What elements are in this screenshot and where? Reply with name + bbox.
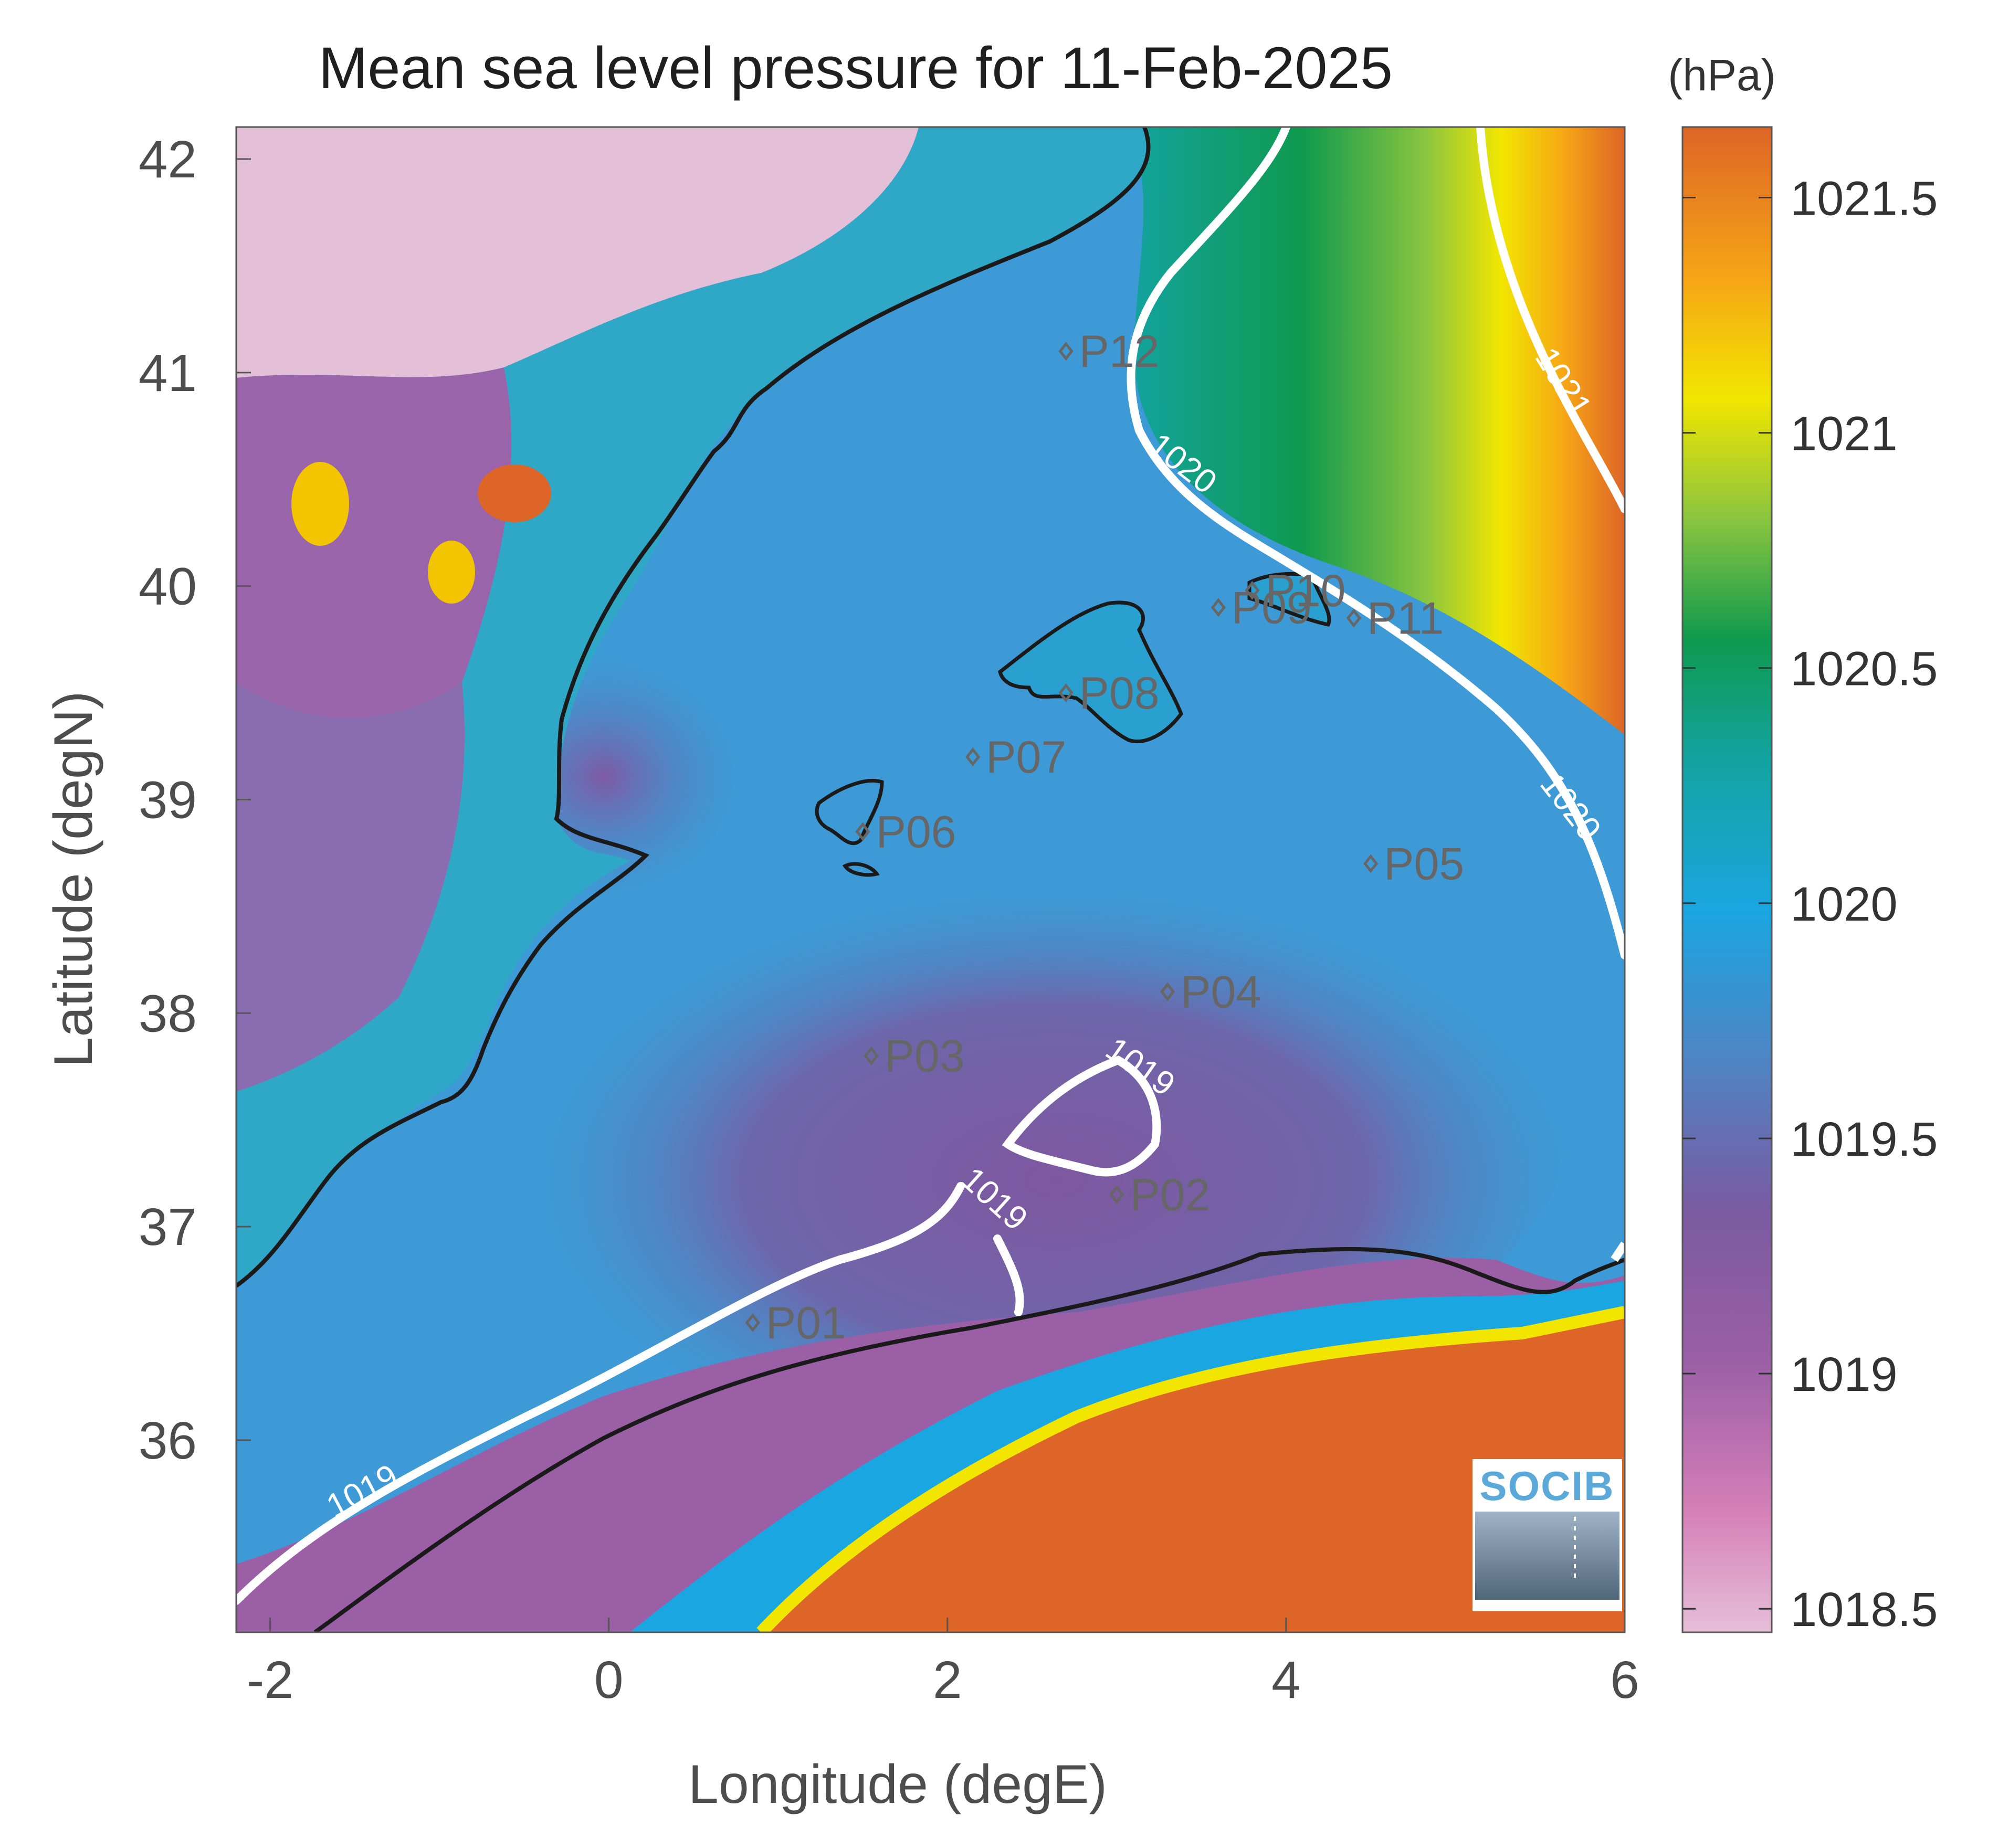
station-marker (1245, 580, 1260, 600)
y-tick-label: 40 (139, 557, 197, 616)
station-marker (855, 822, 870, 841)
station-marker (1058, 683, 1074, 703)
station-label: P08 (1079, 668, 1160, 719)
colorbar-tick-label: 1020 (1790, 878, 1898, 931)
station-label: P10 (1265, 566, 1345, 616)
x-tick-label: -2 (247, 1651, 293, 1709)
colorbar-tick-label: 1021.5 (1790, 172, 1938, 225)
x-tick-label: 6 (1610, 1651, 1639, 1709)
station-marker (965, 747, 981, 767)
x-tick-label: 2 (933, 1651, 962, 1709)
station-marker (1109, 1185, 1124, 1205)
chart-title: Mean sea level pressure for 11-Feb-2025 (319, 35, 1393, 101)
y-tick-label: 36 (139, 1411, 197, 1470)
station-marker (745, 1313, 760, 1333)
contour-1021 (1476, 127, 1625, 513)
land-iberia-high (236, 127, 919, 378)
contour-1019-center (1002, 1055, 1161, 1177)
land-africa-yellow-band (756, 1306, 1625, 1632)
station-label: P04 (1181, 967, 1261, 1018)
x-tick-label: 0 (594, 1651, 624, 1709)
station-marker (864, 1046, 879, 1065)
contour-1020 (1127, 127, 1625, 959)
y-tick-label: 39 (139, 770, 197, 829)
station-label: P09 (1232, 583, 1312, 633)
high-pressure-northeast (1129, 127, 1625, 735)
colorbar-unit: (hPa) (1668, 50, 1775, 100)
station-label: P02 (1130, 1170, 1210, 1220)
y-tick-label: 37 (139, 1198, 197, 1256)
y-tick-label: 42 (139, 130, 197, 189)
station-marker (1363, 854, 1379, 873)
station-label: P01 (766, 1298, 846, 1348)
station-label: P12 (1079, 326, 1160, 377)
colorbar-tick-label: 1021 (1790, 407, 1898, 461)
y-axis-ticks: 42 41 40 39 38 37 36 (139, 130, 251, 1470)
coastline-iberia (236, 127, 1151, 1288)
colorbar-ticks: 1021.5 1021 1020.5 1020 1019.5 1019 1018.5 (1682, 172, 1938, 1636)
station-label: P03 (885, 1031, 965, 1082)
station-label: P11 (1367, 594, 1444, 644)
station-label: P07 (986, 732, 1066, 783)
colorbar-tick-label: 1018.5 (1790, 1583, 1938, 1636)
coastline-north-africa (313, 1247, 1625, 1632)
logo-text: SOCIB (1479, 1463, 1614, 1509)
contour-1020-edge (1611, 1241, 1625, 1262)
land-iberia-green (236, 682, 465, 1092)
contour-1019-small (993, 1234, 1024, 1316)
map-area: 1019 1019 1019 1020 1020 1021 P01P02P03P… (236, 127, 1625, 1632)
station-label: P05 (1384, 839, 1464, 889)
island-mallorca (998, 600, 1183, 744)
island-menorca (1247, 572, 1331, 627)
land-hotspot-1 (291, 462, 349, 546)
colorbar-tick-label: 1019 (1790, 1348, 1898, 1401)
socib-logo: SOCIB (1472, 1459, 1622, 1611)
y-axis-label: Latitude (degN) (43, 691, 104, 1068)
colorbar-tick-label: 1020.5 (1790, 642, 1938, 696)
land-africa-hot (761, 1312, 1625, 1632)
island-formentera (842, 862, 880, 877)
land-hotspot-3 (428, 541, 475, 604)
station-marker (1346, 608, 1362, 628)
colorbar-tick-label: 1019.5 (1790, 1113, 1938, 1166)
x-axis-label: Longitude (degE) (688, 1754, 1107, 1815)
low-pressure-center (420, 777, 1575, 1428)
station-marker (1058, 342, 1074, 361)
land-hotspot-2 (478, 464, 551, 522)
map-frame (235, 126, 1626, 1633)
station-marker (1211, 598, 1226, 617)
x-axis-ticks: -2 0 2 4 6 (247, 1618, 1639, 1709)
x-tick-label: 4 (1271, 1651, 1301, 1709)
land-iberia-mid (236, 367, 512, 724)
y-tick-label: 41 (139, 344, 197, 403)
contour-1019-south (236, 1182, 965, 1605)
colorbar (1681, 126, 1773, 1633)
station-label: P06 (876, 807, 956, 857)
station-marker (1160, 982, 1175, 1001)
y-tick-label: 38 (139, 984, 197, 1043)
